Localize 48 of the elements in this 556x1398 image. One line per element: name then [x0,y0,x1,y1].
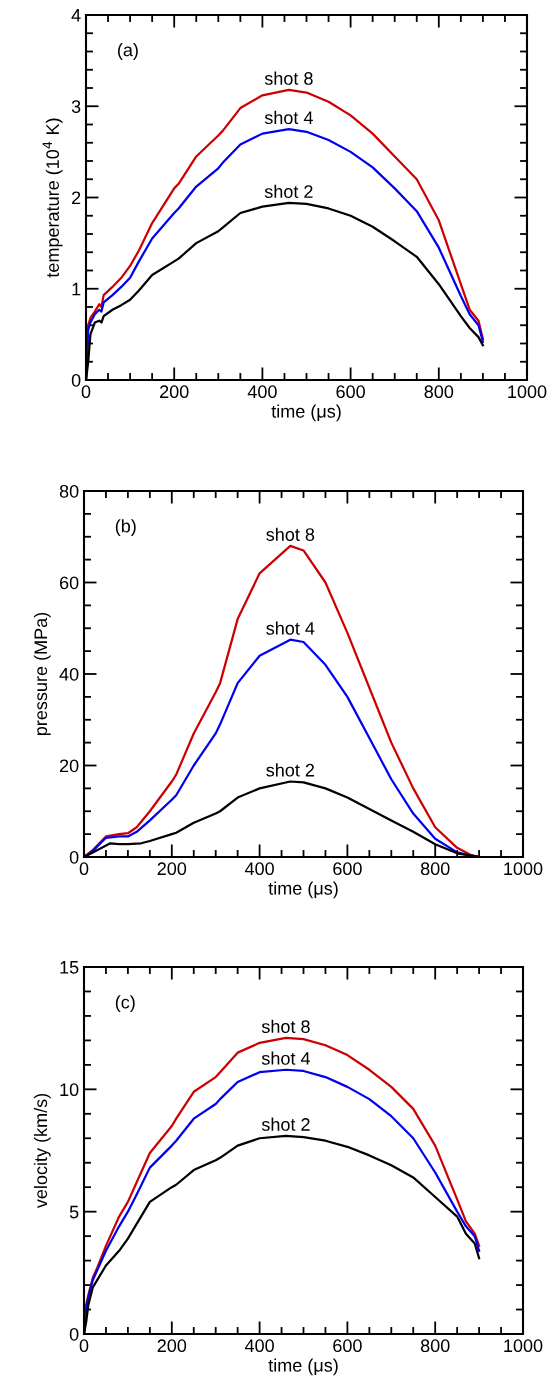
y-tick-label: 0 [71,373,81,387]
series-label: shot 4 [266,621,315,635]
series-label: shot 4 [261,1051,311,1065]
y-tick-label: 15 [60,961,79,974]
y-tick-label: 0 [69,850,79,864]
x-tick-label: 0 [81,385,91,399]
y-tick-label: 60 [59,576,79,590]
y-tick-label: 20 [59,759,79,773]
annotation: (b) [115,519,136,537]
x-tick-label: 800 [420,1339,450,1353]
y-tick-label: 10 [60,1083,79,1097]
x-tick-label: 600 [336,385,365,399]
y-axis-title: temperature (10$^{4}$ K) [42,118,63,278]
x-tick-label: 600 [333,1339,362,1353]
series-label: shot 8 [261,1019,310,1033]
y-tick-label: 2 [72,191,81,205]
y-tick-label: 1 [72,282,81,296]
x-tick-label: 1000 [504,862,543,876]
annotation: (a) [117,43,138,60]
x-axis-title: time (μs) [268,881,338,899]
y-axis-title: pressure (MPa) [33,612,51,736]
y-tick-label: 4 [71,9,81,22]
x-tick-label: 800 [424,385,454,399]
y-tick-label: 0 [69,1327,79,1341]
x-tick-label: 400 [244,862,274,876]
x-tick-label: 400 [247,385,277,399]
series-label: shot 8 [264,71,313,85]
y-tick-label: 5 [69,1205,79,1219]
series-label: shot 2 [264,184,313,199]
x-tick-label: 400 [244,1339,274,1353]
series-label: shot 4 [264,110,313,125]
x-tick-label: 1000 [504,1339,543,1353]
x-tick-label: 1000 [508,385,547,399]
x-tick-label: 800 [420,862,450,876]
y-axis-title: velocity (km/s) [33,1093,51,1209]
y-tick-label: 3 [71,100,81,113]
y-tick-label: 80 [59,484,79,498]
annotation: (c) [115,995,135,1013]
y-tick-label: 40 [59,667,79,681]
x-tick-label: 200 [160,385,189,399]
x-tick-label: 200 [157,862,187,876]
x-axis-title: time (μs) [271,404,341,422]
series-label: shot 2 [261,1117,310,1131]
x-tick-label: 600 [333,862,362,876]
series-label: shot 8 [266,527,315,541]
x-axis-title: time (μs) [268,1358,338,1376]
x-tick-label: 200 [157,1339,187,1353]
series-label: shot 2 [266,763,315,777]
